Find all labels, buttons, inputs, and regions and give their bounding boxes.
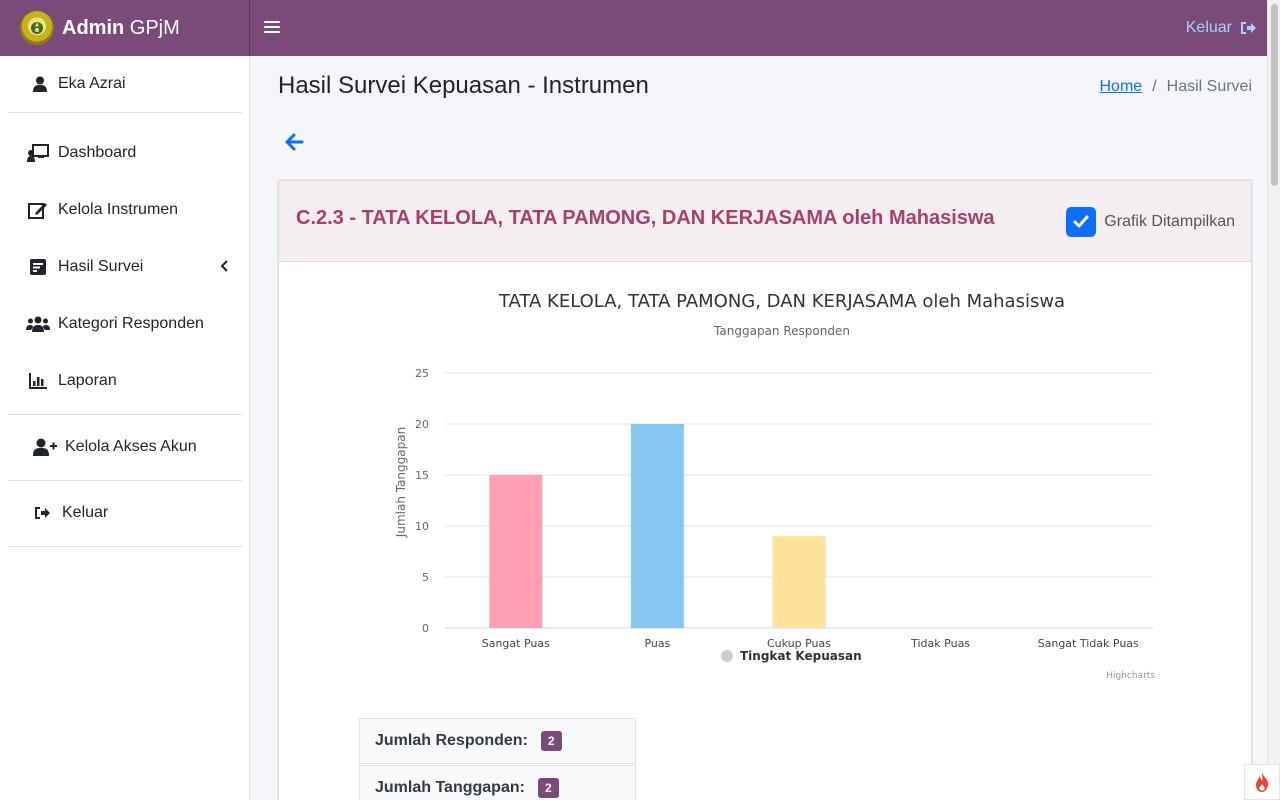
breadcrumb-separator: /	[1152, 78, 1157, 95]
sidebar-item-label: Kelola Instrumen	[58, 201, 179, 218]
sidebar-divider	[8, 414, 242, 415]
sidebar-item-hasil-survei[interactable]: Hasil Survei	[8, 247, 242, 287]
poll-icon	[26, 257, 50, 277]
flame-icon[interactable]	[1244, 764, 1280, 800]
x-tick-label: Sangat Tidak Puas	[1038, 637, 1139, 650]
vertical-scrollbar[interactable]	[1267, 0, 1280, 800]
bar-chart: TATA KELOLA, TATA PAMONG, DAN KERJASAMA …	[394, 291, 1155, 681]
user-name: Eka Azrai	[58, 75, 126, 92]
breadcrumb-home-link[interactable]: Home	[1099, 78, 1143, 95]
sidebar-item-label: Laporan	[58, 372, 117, 389]
checkbox-label: Grafik Ditampilkan	[1104, 213, 1235, 230]
breadcrumb: Home / Hasil Survei	[1100, 78, 1253, 96]
x-tick-label: Tidak Puas	[910, 637, 970, 650]
menu-toggle-icon[interactable]	[264, 18, 280, 38]
sidebar-item-laporan[interactable]: Laporan	[8, 361, 242, 401]
sidebar-item-keluar[interactable]: Keluar	[8, 493, 242, 533]
x-tick-label: Sangat Puas	[482, 637, 550, 650]
x-axis-labels: Sangat Puas Puas Cukup Puas Tidak Puas Sanga…	[482, 637, 1139, 650]
brand[interactable]: Admin GPjM	[0, 0, 250, 56]
bar[interactable]	[489, 475, 543, 628]
scrollbar-thumb[interactable]	[1271, 4, 1278, 186]
chart-legend[interactable]: Tingkat Kepuasan	[721, 649, 862, 663]
y-tick-label: 0	[422, 622, 429, 635]
brand-bold-text: Admin	[62, 16, 125, 39]
logout-link[interactable]: Keluar	[1186, 0, 1256, 56]
user-icon	[30, 76, 50, 92]
brand-light-text: GPjM	[129, 16, 180, 39]
sidebar-item-kelola-instrumen[interactable]: Kelola Instrumen	[8, 190, 242, 230]
back-arrow-icon[interactable]	[284, 132, 304, 157]
edit-icon	[26, 200, 50, 220]
users-icon	[26, 314, 50, 334]
chalkboard-teacher-icon	[26, 143, 50, 163]
chart-credits: Highcharts	[1106, 671, 1155, 681]
chart-bars	[489, 424, 826, 628]
x-tick-label: Cukup Puas	[767, 637, 831, 650]
legend-label: Tingkat Kepuasan	[740, 649, 862, 663]
y-tick-label: 15	[415, 469, 429, 482]
chart-subtitle: Tanggapan Responden	[713, 324, 850, 338]
page-title: Hasil Survei Kepuasan - Instrumen	[278, 72, 649, 99]
y-tick-label: 10	[415, 520, 429, 533]
stat-label: Jumlah Tanggapan:	[375, 779, 525, 796]
count-badge: 2	[540, 731, 562, 751]
sidebar-item-label: Keluar	[62, 504, 109, 521]
card-header: C.2.3 - TATA KELOLA, TATA PAMONG, DAN KE…	[279, 181, 1251, 262]
sidebar: Eka Azrai Dashboard Kelola Instrumen Has…	[0, 56, 250, 800]
stat-label: Jumlah Responden:	[375, 732, 528, 749]
legend-marker	[721, 650, 733, 662]
sidebar-item-dashboard[interactable]: Dashboard	[8, 133, 242, 173]
bar[interactable]	[772, 536, 826, 628]
chart-line-icon	[26, 371, 50, 391]
sign-out-icon	[30, 503, 54, 523]
breadcrumb-current: Hasil Survei	[1166, 78, 1252, 95]
sidebar-item-kelola-akses-akun[interactable]: Kelola Akses Akun	[8, 427, 242, 467]
result-card: C.2.3 - TATA KELOLA, TATA PAMONG, DAN KE…	[278, 180, 1252, 800]
stat-jumlah-tanggapan: Jumlah Tanggapan: 2	[359, 765, 636, 800]
chevron-left-icon	[220, 259, 228, 277]
sidebar-divider	[8, 480, 242, 481]
x-tick-label: Puas	[644, 637, 670, 650]
bar[interactable]	[630, 424, 684, 628]
show-chart-toggle[interactable]: Grafik Ditampilkan	[1066, 207, 1235, 237]
y-axis-title: Jumlah Tanggapan	[394, 427, 408, 538]
sidebar-divider	[8, 546, 242, 547]
university-seal-icon	[20, 11, 54, 45]
sidebar-item-kategori-responden[interactable]: Kategori Responden	[8, 304, 242, 344]
count-badge: 2	[537, 778, 559, 798]
user-plus-icon	[33, 437, 57, 457]
chart-title: TATA KELOLA, TATA PAMONG, DAN KERJASAMA …	[498, 291, 1065, 312]
sidebar-item-label: Hasil Survei	[58, 258, 144, 275]
y-tick-label: 20	[415, 418, 429, 431]
sign-out-icon	[1241, 22, 1256, 34]
y-tick-label: 5	[422, 571, 429, 584]
y-tick-label: 25	[415, 367, 429, 380]
top-navbar: Admin GPjM Keluar	[0, 0, 1267, 56]
stat-jumlah-responden: Jumlah Responden: 2	[359, 718, 636, 764]
sidebar-item-label: Kelola Akses Akun	[65, 438, 197, 455]
sidebar-item-label: Dashboard	[58, 144, 137, 161]
card-title: C.2.3 - TATA KELOLA, TATA PAMONG, DAN KE…	[296, 207, 995, 229]
check-icon	[1073, 215, 1089, 228]
checkbox[interactable]	[1066, 207, 1097, 237]
logout-label: Keluar	[1185, 19, 1232, 36]
brand-name: Admin GPjM	[62, 17, 180, 40]
sidebar-item-label: Kategori Responden	[58, 315, 204, 332]
y-axis-ticks: 0 5 10 15 20 25	[415, 367, 429, 635]
sidebar-user[interactable]: Eka Azrai	[8, 56, 242, 113]
